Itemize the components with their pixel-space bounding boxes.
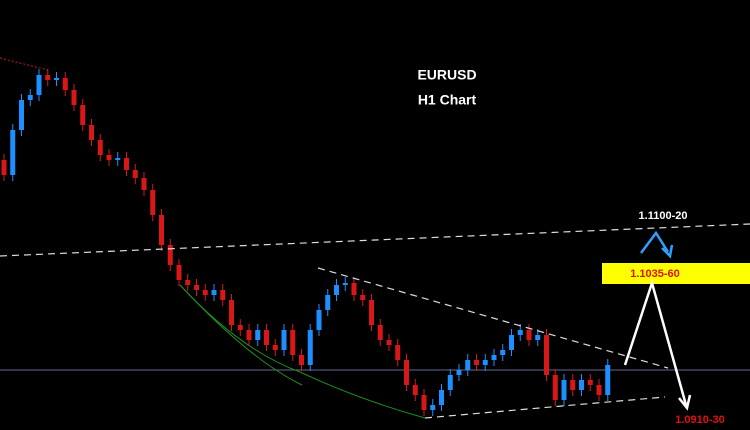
candle-body bbox=[27, 95, 33, 100]
candle-body bbox=[272, 345, 278, 350]
candle-body bbox=[167, 245, 173, 265]
trend-curve bbox=[179, 284, 426, 419]
candle-body bbox=[255, 330, 261, 340]
candle-body bbox=[526, 330, 532, 340]
candle-body bbox=[482, 360, 488, 365]
candle-body bbox=[334, 285, 339, 295]
candle-body bbox=[605, 365, 611, 395]
candle-body bbox=[202, 290, 208, 295]
trend-curve bbox=[179, 284, 303, 386]
chart-title: EURUSD bbox=[417, 67, 476, 83]
candle-body bbox=[570, 380, 576, 390]
channel-line bbox=[424, 396, 666, 419]
candle-body bbox=[587, 380, 593, 385]
candle-body bbox=[386, 340, 392, 345]
candles bbox=[1, 69, 611, 416]
candle-body bbox=[237, 325, 243, 330]
candle-body bbox=[421, 395, 427, 410]
arrow bbox=[640, 230, 670, 254]
candle-body bbox=[579, 380, 584, 390]
candle-body bbox=[115, 158, 121, 160]
candle-body bbox=[447, 375, 453, 390]
channel-line bbox=[317, 267, 669, 369]
annotation: 1.1035-60 bbox=[630, 268, 680, 280]
candle-body bbox=[395, 345, 401, 360]
candle-body bbox=[535, 335, 541, 340]
candle-body bbox=[509, 335, 514, 350]
trend-line bbox=[0, 57, 49, 71]
candle-body bbox=[342, 283, 348, 285]
chart-subtitle: H1 Chart bbox=[418, 92, 477, 108]
candle-body bbox=[404, 360, 409, 385]
candle-body bbox=[491, 355, 497, 360]
candle-body bbox=[474, 360, 479, 365]
candle-body bbox=[456, 370, 462, 375]
candle-body bbox=[307, 330, 313, 365]
candle-body bbox=[430, 405, 436, 410]
annotation: 1.1100-20 bbox=[639, 210, 688, 222]
candle-body bbox=[412, 385, 418, 395]
candle-body bbox=[36, 75, 42, 95]
arrow-head bbox=[661, 244, 674, 259]
arrow-head bbox=[678, 394, 692, 411]
candle-body bbox=[141, 178, 147, 190]
annotation: 1.0910-30 bbox=[675, 414, 725, 426]
highlight-box bbox=[602, 263, 750, 284]
candle-body bbox=[124, 158, 129, 170]
candle-body bbox=[299, 355, 304, 365]
candle-body bbox=[439, 390, 444, 405]
candle-body bbox=[465, 360, 471, 370]
candle-body bbox=[316, 310, 322, 330]
candle-body bbox=[377, 325, 383, 340]
candle-body bbox=[176, 265, 182, 280]
candle-body bbox=[351, 283, 357, 295]
candle-body bbox=[1, 160, 7, 175]
resistance-line bbox=[0, 223, 750, 257]
candle-body bbox=[45, 75, 51, 80]
candle-body bbox=[281, 330, 287, 350]
candle-body bbox=[290, 330, 296, 355]
candle-body bbox=[185, 280, 191, 285]
candle-body bbox=[246, 330, 252, 340]
candle-body bbox=[211, 290, 217, 295]
candle-body bbox=[229, 300, 234, 325]
candle-body bbox=[325, 295, 331, 310]
candle-body bbox=[71, 90, 77, 105]
arrow bbox=[623, 278, 688, 406]
candle-body bbox=[517, 330, 523, 335]
candle-body bbox=[97, 140, 103, 155]
candle-body bbox=[596, 385, 602, 395]
candle-body bbox=[220, 290, 226, 300]
candle-body bbox=[89, 125, 94, 140]
candle-body bbox=[150, 190, 156, 215]
candle-body bbox=[194, 285, 199, 290]
candle-body bbox=[552, 375, 558, 400]
candle-body bbox=[544, 335, 549, 375]
candle-body bbox=[19, 100, 24, 130]
candle-body bbox=[264, 330, 269, 345]
candle-body bbox=[159, 215, 164, 245]
candle-body bbox=[500, 350, 506, 355]
candle-body bbox=[132, 170, 138, 178]
candle-body bbox=[10, 130, 16, 175]
candle-body bbox=[54, 78, 59, 80]
candle-body bbox=[561, 380, 567, 400]
candle-body bbox=[106, 155, 112, 160]
candle-body bbox=[369, 300, 374, 325]
candle-body bbox=[360, 295, 366, 300]
candle-body bbox=[62, 78, 68, 90]
candle-body bbox=[80, 105, 86, 125]
